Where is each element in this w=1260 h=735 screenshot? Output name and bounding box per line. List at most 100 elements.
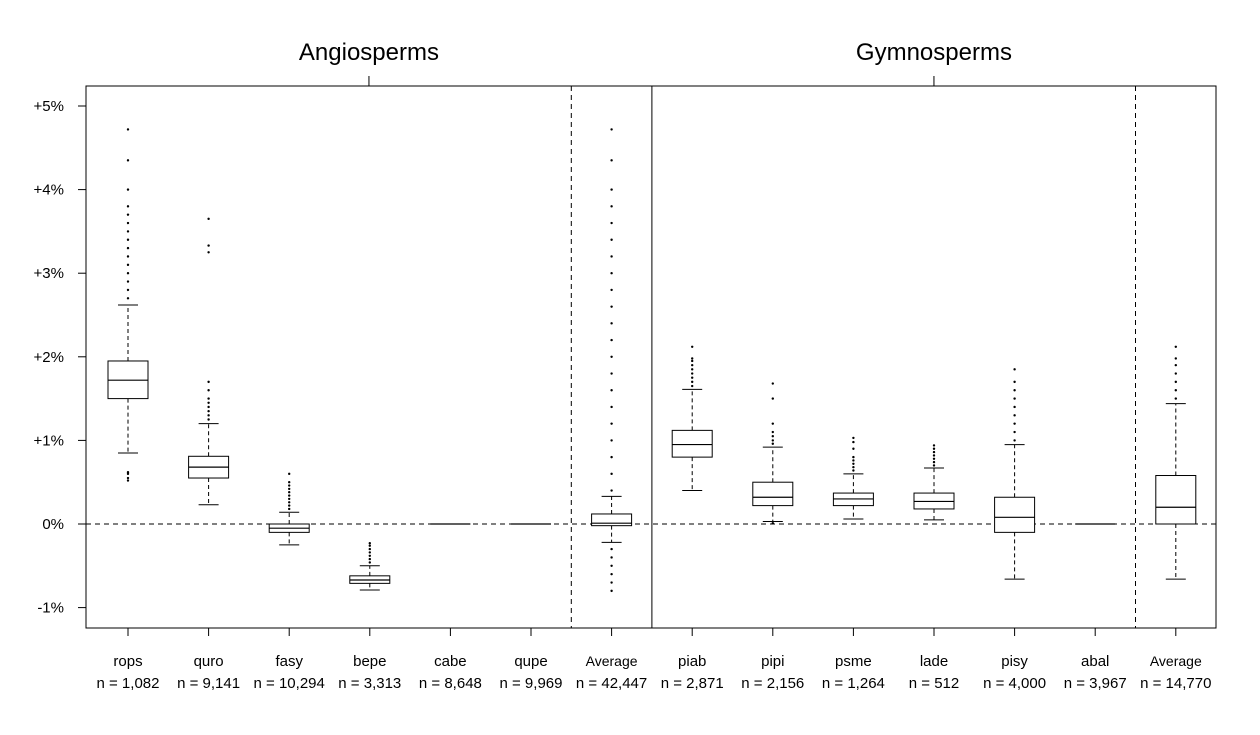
outlier-point [771,422,774,425]
x-count-label: n = 4,000 [983,675,1046,692]
box-average-angiosperms [591,128,633,593]
outlier-point [126,280,130,283]
outlier-point [126,288,130,292]
outlier-point [368,547,371,551]
outlier-point [852,436,855,440]
outlier-point [368,561,371,564]
outlier-point [610,439,613,442]
outlier-point [852,462,855,466]
outlier-point [126,470,130,474]
outlier-point [1174,380,1178,384]
outlier-point [932,450,936,454]
outlier-point [932,457,936,460]
outlier-point [610,288,613,292]
outlier-point [610,338,613,342]
outlier-point [1013,439,1016,442]
outlier-point [610,405,613,409]
iqr-box [591,513,633,527]
outlier-point [610,322,613,325]
x-tick-label: bepe [353,653,386,670]
x-tick-label: Average [1150,653,1202,669]
x-count-label: n = 2,156 [741,675,804,692]
outlier-point [207,401,210,404]
outlier-point [610,455,613,459]
outlier-point [610,564,613,567]
outlier-point [126,213,130,216]
outlier-point [207,251,210,254]
iqr-box [752,481,794,507]
y-tick-label: +1% [34,432,64,449]
outlier-point [771,521,774,525]
x-tick-label: qupe [514,653,547,670]
x-tick-label: pipi [761,653,784,670]
x-count-label: n = 9,141 [177,675,240,692]
outlier-point [771,382,774,385]
x-count-label: n = 10,294 [254,675,325,692]
x-count-label: n = 9,969 [500,675,563,692]
outlier-point [1013,430,1016,434]
x-count-label: n = 3,313 [338,675,401,692]
outlier-point [691,368,694,371]
outlier-point [207,380,210,384]
outlier-point [288,497,291,501]
outlier-point [610,355,613,358]
outlier-point [1174,345,1178,348]
outlier-point [1174,389,1178,392]
outlier-point [1174,363,1178,367]
x-count-label: n = 1,082 [97,675,160,692]
box-pisy [994,368,1036,580]
outlier-point [126,221,130,225]
y-axis: -1% 0% +1% +2% +3% +4% +5% [34,98,86,617]
outlier-point [771,397,774,400]
outlier-point [932,444,936,447]
iqr-box [671,429,713,458]
box-quro [188,217,230,506]
panel-title: Angiosperms [299,39,439,66]
x-tick-label: quro [194,653,224,670]
y-tick-label: -1% [37,600,64,617]
box-fasy [268,472,310,546]
outlier-point [610,238,613,241]
outlier-point [288,487,291,491]
outlier-point [207,418,210,421]
outlier-point [771,430,774,434]
outlier-point [288,481,291,484]
outlier-point [771,442,774,445]
outlier-point [207,389,210,392]
box-piab [671,345,713,492]
outlier-point [207,409,210,413]
y-tick-label: 0% [42,516,64,533]
outlier-point [126,272,130,275]
outlier-point [288,491,291,494]
outlier-point [610,556,613,559]
outlier-point [368,551,371,554]
outlier-point [932,454,936,457]
outlier-point [610,589,613,593]
outlier-point [610,221,613,225]
outlier-point [126,188,130,191]
x-count-label: n = 512 [909,675,959,692]
outlier-point [288,501,291,504]
x-tick-label: rops [113,653,142,670]
x-tick-label: fasy [275,653,303,670]
box-average-gymnosperms [1155,345,1197,580]
x-tick-label: lade [920,653,948,670]
outlier-point [126,255,130,258]
outlier-point [852,447,855,450]
outlier-point [1013,414,1016,417]
x-tick-label: abal [1081,653,1109,670]
outlier-point [932,447,936,450]
outlier-point [610,547,613,551]
outlier-point [288,507,291,511]
y-tick-label: +3% [34,265,64,282]
outlier-point [368,554,371,557]
x-count-label: n = 2,871 [661,675,724,692]
outlier-point [1013,422,1016,425]
outlier-point [852,455,855,459]
outlier-point [126,297,130,300]
outlier-point [610,205,613,208]
outlier-point [691,363,694,367]
outlier-point [207,397,210,400]
outlier-point [126,246,130,250]
outlier-point [610,305,613,308]
